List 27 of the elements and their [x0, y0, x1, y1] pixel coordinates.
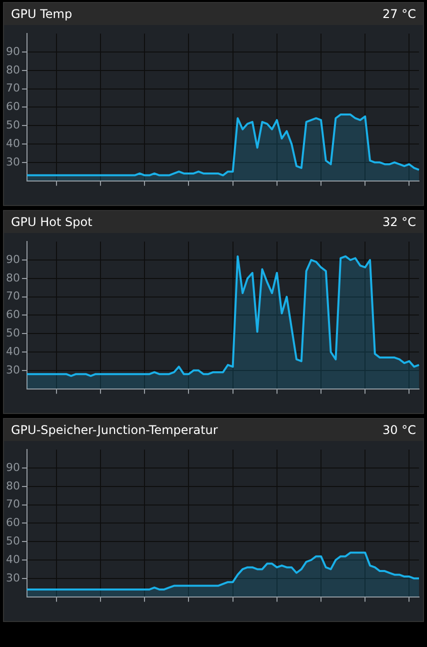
y-tick-label: 50	[6, 118, 20, 132]
y-tick-label: 60	[6, 516, 20, 530]
y-tick-label: 30	[6, 155, 20, 168]
y-tick-label: 70	[6, 290, 20, 303]
y-tick-label: 60	[6, 308, 20, 322]
y-tick-label: 70	[6, 498, 20, 511]
y-tick-label: 60	[6, 100, 20, 114]
y-tick-label: 90	[6, 252, 20, 266]
y-tick-label: 90	[6, 44, 20, 58]
y-tick-label: 80	[6, 63, 20, 76]
chart-title: GPU Temp	[11, 6, 72, 23]
y-tick-label: 30	[6, 571, 20, 584]
y-tick-label: 80	[6, 479, 20, 492]
text: 30 °C	[382, 422, 416, 439]
text: 27 °C	[382, 6, 416, 23]
y-tick-label: 40	[6, 552, 20, 566]
text: 32 °C	[382, 214, 416, 231]
y-tick-label: 90	[6, 460, 20, 474]
y-tick-label: 40	[6, 344, 20, 358]
y-tick-label: 70	[6, 82, 20, 95]
chart-title: GPU-Speicher-Junction-Temperatur	[11, 422, 218, 439]
chart-title: GPU Hot Spot	[11, 214, 92, 231]
y-tick-label: 80	[6, 271, 20, 284]
y-tick-label: 30	[6, 363, 20, 376]
y-tick-label: 50	[6, 534, 20, 548]
y-tick-label: 40	[6, 136, 20, 150]
y-tick-label: 50	[6, 326, 20, 340]
